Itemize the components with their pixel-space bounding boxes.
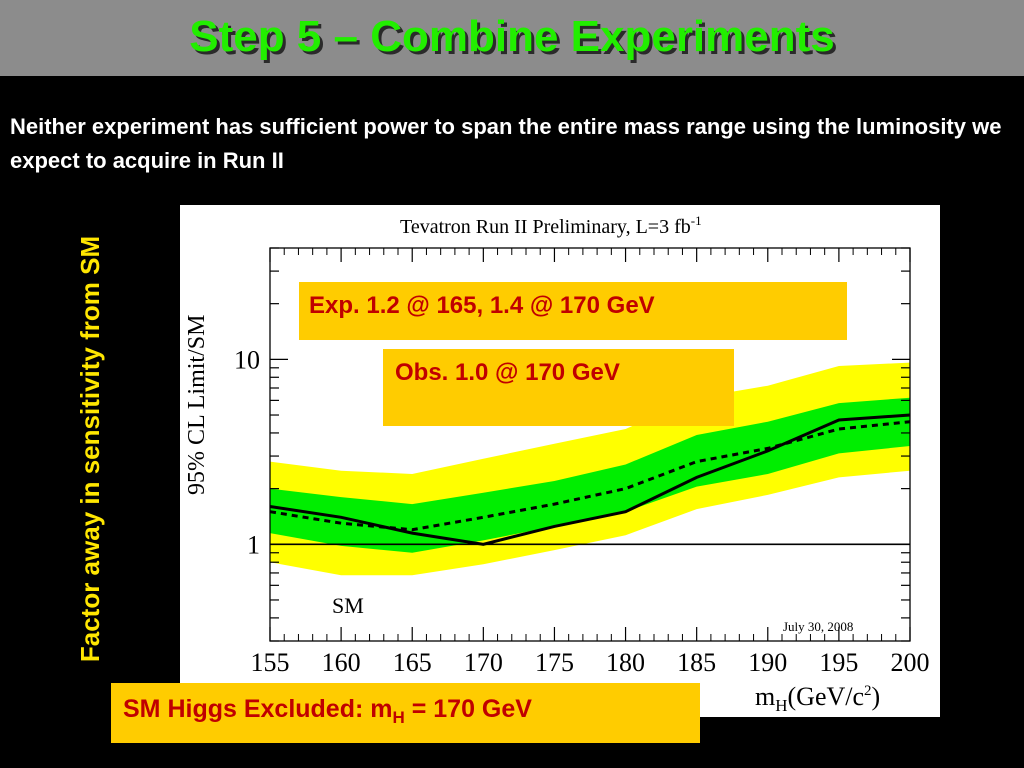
x-tick-label: 155 (251, 648, 290, 677)
x-tick-label: 180 (606, 648, 645, 677)
x-tick-label: 160 (322, 648, 361, 677)
sm-callout-prefix: SM Higgs Excluded: m (123, 695, 393, 723)
observed-callout: Obs. 1.0 @ 170 GeV (383, 349, 734, 426)
lines-group (269, 413, 911, 546)
expected-callout: Exp. 1.2 @ 165, 1.4 @ 170 GeV (299, 282, 847, 340)
intro-text: Neither experiment has sufficient power … (10, 114, 1002, 173)
series-line-expected (269, 420, 911, 532)
x-tick-label: 175 (535, 648, 574, 677)
side-label: Factor away in sensitivity from SM (75, 235, 105, 663)
x-tick-label: 190 (748, 648, 787, 677)
bands-group (270, 362, 910, 576)
sm-callout-suffix: = 170 GeV (404, 695, 532, 723)
x-tick-label: 185 (677, 648, 716, 677)
x-label-unit: (GeV/c (788, 682, 865, 711)
x-tick-label: 195 (819, 648, 858, 677)
y-tick-label: 10 (234, 345, 260, 374)
title-bar (0, 0, 1024, 76)
chart-title-sup: -1 (691, 213, 702, 228)
chart-svg: Tevatron Run II Preliminary, L=3 fb-1 15… (184, 213, 930, 715)
x-axis-label: mH(GeV/c2) (755, 682, 880, 715)
plot-frame (269, 247, 911, 642)
sm-label: SM (332, 593, 364, 618)
axes-group: 155 160 165 170 175 180 185 190 195 200 1 10 (234, 247, 930, 677)
x-tick-label: 200 (891, 648, 930, 677)
y-tick-label: 1 (247, 530, 260, 559)
x-tick-label: 165 (393, 648, 432, 677)
y-axis-label: 95% CL Limit/SM (184, 315, 210, 495)
slide-title: Step 5 – Combine Experiments (189, 12, 835, 61)
sm-callout-sub: H (392, 708, 405, 727)
chart-title: Tevatron Run II Preliminary, L=3 fb-1 (400, 213, 702, 238)
x-label-end: ) (872, 682, 881, 711)
chart-title-text: Tevatron Run II Preliminary, L=3 fb (400, 216, 691, 238)
date-note: July 30, 2008 (783, 619, 853, 634)
series-line-observed (269, 413, 911, 546)
sm-excluded-callout: SM Higgs Excluded: mH = 170 GeV (111, 683, 700, 743)
x-label-m: m (755, 682, 775, 711)
x-label-sub: H (775, 696, 787, 715)
x-tick-label: 170 (464, 648, 503, 677)
x-label-sup: 2 (864, 683, 872, 699)
band-1sigma (270, 397, 910, 553)
